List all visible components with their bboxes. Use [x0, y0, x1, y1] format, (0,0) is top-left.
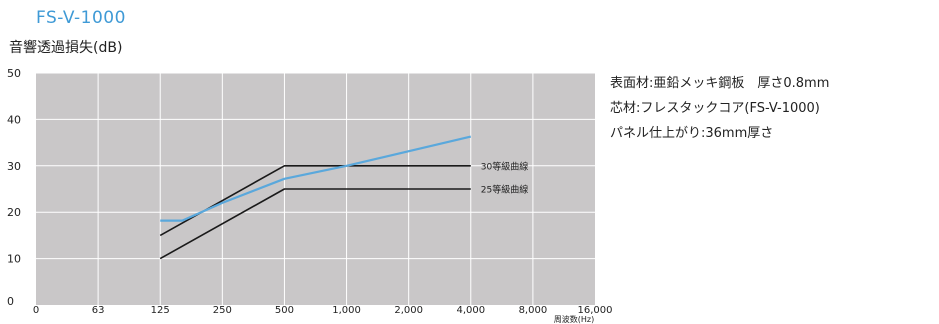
spec-panel-thickness: パネル仕上がり:36mm厚さ [610, 126, 774, 141]
x-axis-label: 周波数(Hz) [554, 314, 594, 324]
x-tick-label: 8,000 [519, 305, 548, 316]
y-tick-label: 20 [7, 206, 21, 219]
y-tick-label: 50 [7, 67, 21, 80]
y-axis-label: 音響透過損失(dB) [9, 40, 123, 56]
panel-specs: 表面材:亜鉛メッキ鋼板 厚さ0.8mm 芯材:フレスタックコア(FS-V-100… [610, 71, 829, 146]
y-tick-labels: 0 10 20 30 40 50 [7, 67, 21, 308]
series-line-measured [160, 135, 472, 222]
y-tick-label: 30 [7, 160, 21, 173]
y-tick-label: 10 [7, 253, 21, 266]
x-tick-label: 16,000 [578, 305, 613, 316]
spec-core-material: 芯材:フレスタックコア(FS-V-1000) [610, 101, 820, 116]
series-labels: 30等級曲線 25等級曲線 [481, 160, 528, 195]
x-tick-label: 1,000 [332, 305, 361, 316]
series-label: 30等級曲線 [481, 160, 528, 172]
series-label: 25等級曲線 [481, 184, 528, 196]
spec-surface-material: 表面材:亜鉛メッキ鋼板 厚さ0.8mm [610, 76, 830, 91]
series-line-reference-2 [159, 188, 471, 260]
x-tick-label: 250 [213, 305, 232, 316]
x-tick-label: 63 [92, 305, 105, 316]
series-lines [159, 135, 472, 260]
x-tick-label: 2,000 [394, 305, 423, 316]
x-tick-label: 125 [151, 305, 170, 316]
x-tick-label: 4,000 [456, 305, 485, 316]
x-tick-label: 0 [33, 305, 39, 316]
x-tick-labels: 0 63 125 250 500 1,000 2,000 4,000 8,000 16,000 [33, 305, 613, 316]
grid-lines [36, 72, 595, 305]
y-tick-label: 0 [7, 295, 14, 308]
chart-title: FS-V-1000 [36, 8, 126, 28]
x-tick-label: 500 [275, 305, 294, 316]
y-tick-label: 40 [7, 113, 21, 126]
